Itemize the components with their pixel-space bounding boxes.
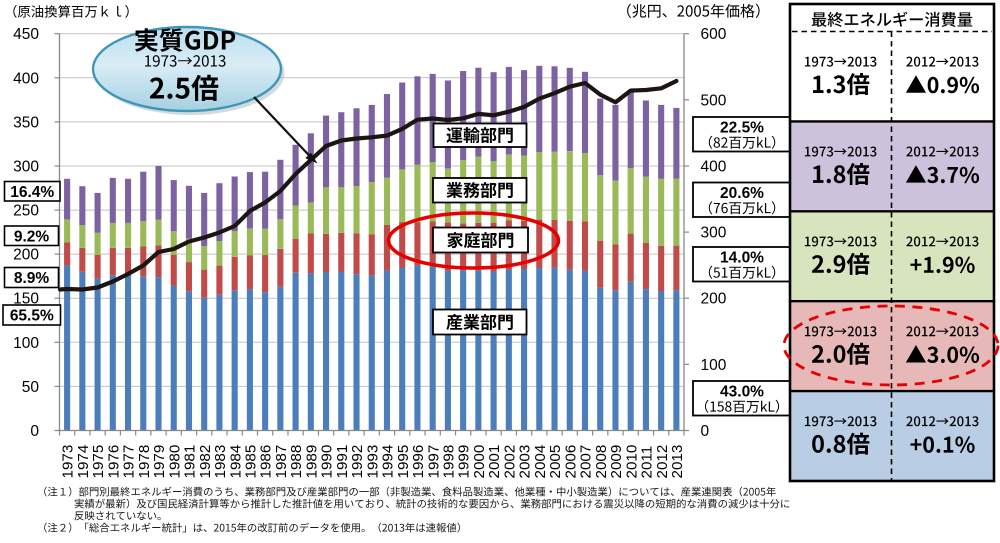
svg-text:2010: 2010 (623, 445, 640, 479)
svg-text:1996: 1996 (410, 445, 427, 479)
svg-text:2000: 2000 (471, 445, 488, 479)
svg-text:22.5%: 22.5% (720, 119, 764, 136)
svg-text:200: 200 (13, 247, 39, 264)
svg-text:16.4%: 16.4% (10, 184, 54, 201)
svg-text:1990: 1990 (319, 445, 336, 479)
svg-text:1983: 1983 (212, 445, 229, 479)
svg-text:1975: 1975 (90, 445, 107, 479)
svg-text:1989: 1989 (303, 445, 320, 479)
svg-text:1986: 1986 (258, 445, 275, 479)
svg-text:2012: 2012 (654, 445, 671, 479)
svg-text:2013: 2013 (669, 445, 686, 479)
svg-text:600: 600 (701, 26, 727, 43)
svg-text:1977: 1977 (121, 445, 138, 479)
svg-text:100: 100 (13, 335, 39, 352)
svg-text:2011: 2011 (639, 446, 656, 479)
svg-text:1980: 1980 (166, 445, 183, 479)
svg-text:2004: 2004 (532, 445, 549, 479)
svg-text:2005: 2005 (547, 445, 564, 479)
svg-text:50: 50 (22, 379, 40, 396)
svg-text:300: 300 (13, 159, 39, 176)
svg-text:1981: 1981 (182, 445, 199, 479)
svg-text:1982: 1982 (197, 445, 214, 479)
svg-text:2003: 2003 (517, 445, 534, 479)
svg-text:14.0%: 14.0% (720, 249, 764, 266)
svg-text:65.5%: 65.5% (10, 308, 54, 325)
svg-text:0: 0 (701, 423, 710, 440)
svg-text:9.2%: 9.2% (14, 228, 50, 245)
svg-text:200: 200 (701, 291, 727, 308)
svg-text:8.9%: 8.9% (14, 270, 50, 287)
svg-text:1993: 1993 (364, 445, 381, 479)
svg-text:1991: 1991 (334, 445, 351, 479)
svg-text:1998: 1998 (441, 445, 458, 479)
svg-text:20.6%: 20.6% (720, 185, 764, 202)
svg-text:1973: 1973 (60, 445, 77, 479)
svg-text:400: 400 (701, 159, 727, 176)
svg-text:2006: 2006 (562, 445, 579, 479)
svg-text:1987: 1987 (273, 445, 290, 479)
svg-text:1976: 1976 (105, 445, 122, 479)
svg-text:1974: 1974 (75, 445, 92, 479)
svg-text:2002: 2002 (501, 445, 518, 479)
svg-text:250: 250 (13, 203, 39, 220)
svg-text:1984: 1984 (227, 445, 244, 479)
svg-text:450: 450 (13, 26, 39, 43)
svg-text:2008: 2008 (593, 445, 610, 479)
svg-text:500: 500 (701, 92, 727, 109)
svg-text:400: 400 (13, 70, 39, 87)
svg-text:2007: 2007 (578, 445, 595, 479)
svg-text:300: 300 (701, 225, 727, 242)
svg-text:0: 0 (30, 423, 39, 440)
svg-text:150: 150 (13, 291, 39, 308)
svg-text:1994: 1994 (380, 445, 397, 479)
svg-text:1992: 1992 (349, 445, 366, 479)
svg-text:2009: 2009 (608, 445, 625, 479)
svg-text:43.0%: 43.0% (720, 383, 764, 400)
svg-text:100: 100 (701, 357, 727, 374)
svg-text:1995: 1995 (395, 445, 412, 479)
svg-text:350: 350 (13, 114, 39, 131)
svg-text:1985: 1985 (243, 445, 260, 479)
svg-text:1997: 1997 (425, 445, 442, 479)
svg-text:1988: 1988 (288, 445, 305, 479)
svg-text:1978: 1978 (136, 445, 153, 479)
svg-text:1999: 1999 (456, 445, 473, 479)
svg-text:2001: 2001 (486, 445, 503, 479)
svg-text:1979: 1979 (151, 445, 168, 479)
